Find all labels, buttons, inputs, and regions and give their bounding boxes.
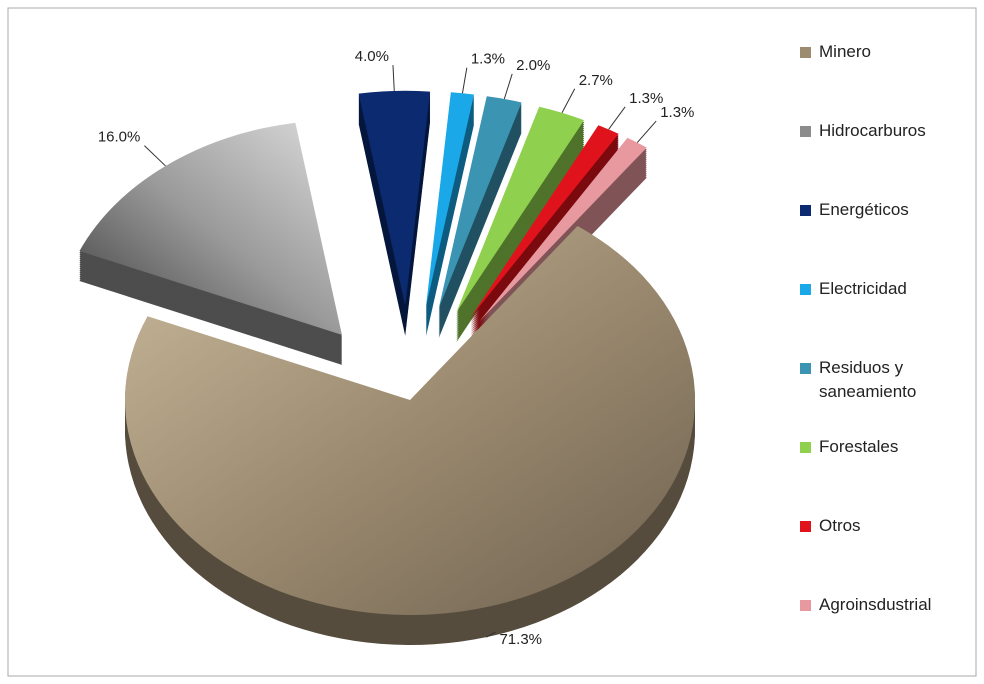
slice-side xyxy=(425,112,474,327)
slice-side xyxy=(425,120,474,335)
legend-label: Minero xyxy=(819,42,871,61)
slice-side xyxy=(425,110,474,325)
chart-border xyxy=(7,7,977,677)
data-label: 1.3% xyxy=(471,51,505,68)
slice xyxy=(470,125,619,318)
slice-side xyxy=(425,108,474,323)
slice-side xyxy=(425,118,474,333)
slice-side xyxy=(425,102,474,317)
leader-line xyxy=(561,88,576,113)
legend-swatch xyxy=(800,600,811,611)
legend-label: Hidrocarburos xyxy=(819,121,926,140)
slice xyxy=(358,90,431,306)
legend-label: Energéticos xyxy=(819,200,909,219)
slice xyxy=(456,106,585,313)
legend-item: Forestales xyxy=(800,435,970,514)
leader-line xyxy=(461,67,468,94)
legend-label: Otros xyxy=(819,516,861,535)
slice-side xyxy=(425,106,474,321)
slice-side xyxy=(425,116,474,331)
slice-side xyxy=(425,122,474,337)
slice-side xyxy=(425,114,474,329)
legend-label: Residuos y saneamiento xyxy=(819,358,917,401)
legend-label: Forestales xyxy=(819,437,899,456)
legend-label: Electricidad xyxy=(819,279,907,298)
legend-item: Electricidad xyxy=(800,277,970,356)
legend-item: Otros xyxy=(800,514,970,593)
legend-item: Energéticos xyxy=(800,198,970,277)
data-label: 1.3% xyxy=(629,90,663,107)
legend-item: Minero xyxy=(800,40,970,119)
legend-swatch xyxy=(800,47,811,58)
legend-swatch xyxy=(800,126,811,137)
legend-swatch xyxy=(800,363,811,374)
leader-line xyxy=(486,631,496,638)
leader-line xyxy=(144,145,166,167)
legend-item: Hidrocarburos xyxy=(800,119,970,198)
slice-side xyxy=(425,96,474,311)
legend-label: Agroinsdustrial xyxy=(819,595,932,614)
legend-swatch xyxy=(800,521,811,532)
data-label: 2.7% xyxy=(579,72,613,89)
leader-line xyxy=(636,120,657,143)
slice-side xyxy=(425,100,474,315)
leader-line xyxy=(608,106,626,130)
slice xyxy=(79,122,342,335)
legend-swatch xyxy=(800,284,811,295)
leader-line xyxy=(503,73,513,100)
legend-item: Residuos y saneamiento xyxy=(800,356,970,435)
legend: Minero Hidrocarburos Energéticos Electricid… xyxy=(800,40,970,672)
legend-swatch xyxy=(800,205,811,216)
legend-swatch xyxy=(800,442,811,453)
data-label: 71.3% xyxy=(499,631,542,648)
slice xyxy=(124,226,696,615)
slice xyxy=(438,96,522,309)
slice-side xyxy=(425,94,474,309)
slice-side xyxy=(425,98,474,313)
slice-side xyxy=(425,104,474,319)
slice xyxy=(479,137,647,322)
data-label: 16.0% xyxy=(98,129,141,146)
slice xyxy=(425,92,474,307)
leader-line xyxy=(392,65,395,91)
legend-item: Agroinsdustrial xyxy=(800,593,970,672)
data-label: 4.0% xyxy=(355,48,389,65)
data-label: 1.3% xyxy=(660,104,694,121)
data-label: 2.0% xyxy=(516,57,550,74)
